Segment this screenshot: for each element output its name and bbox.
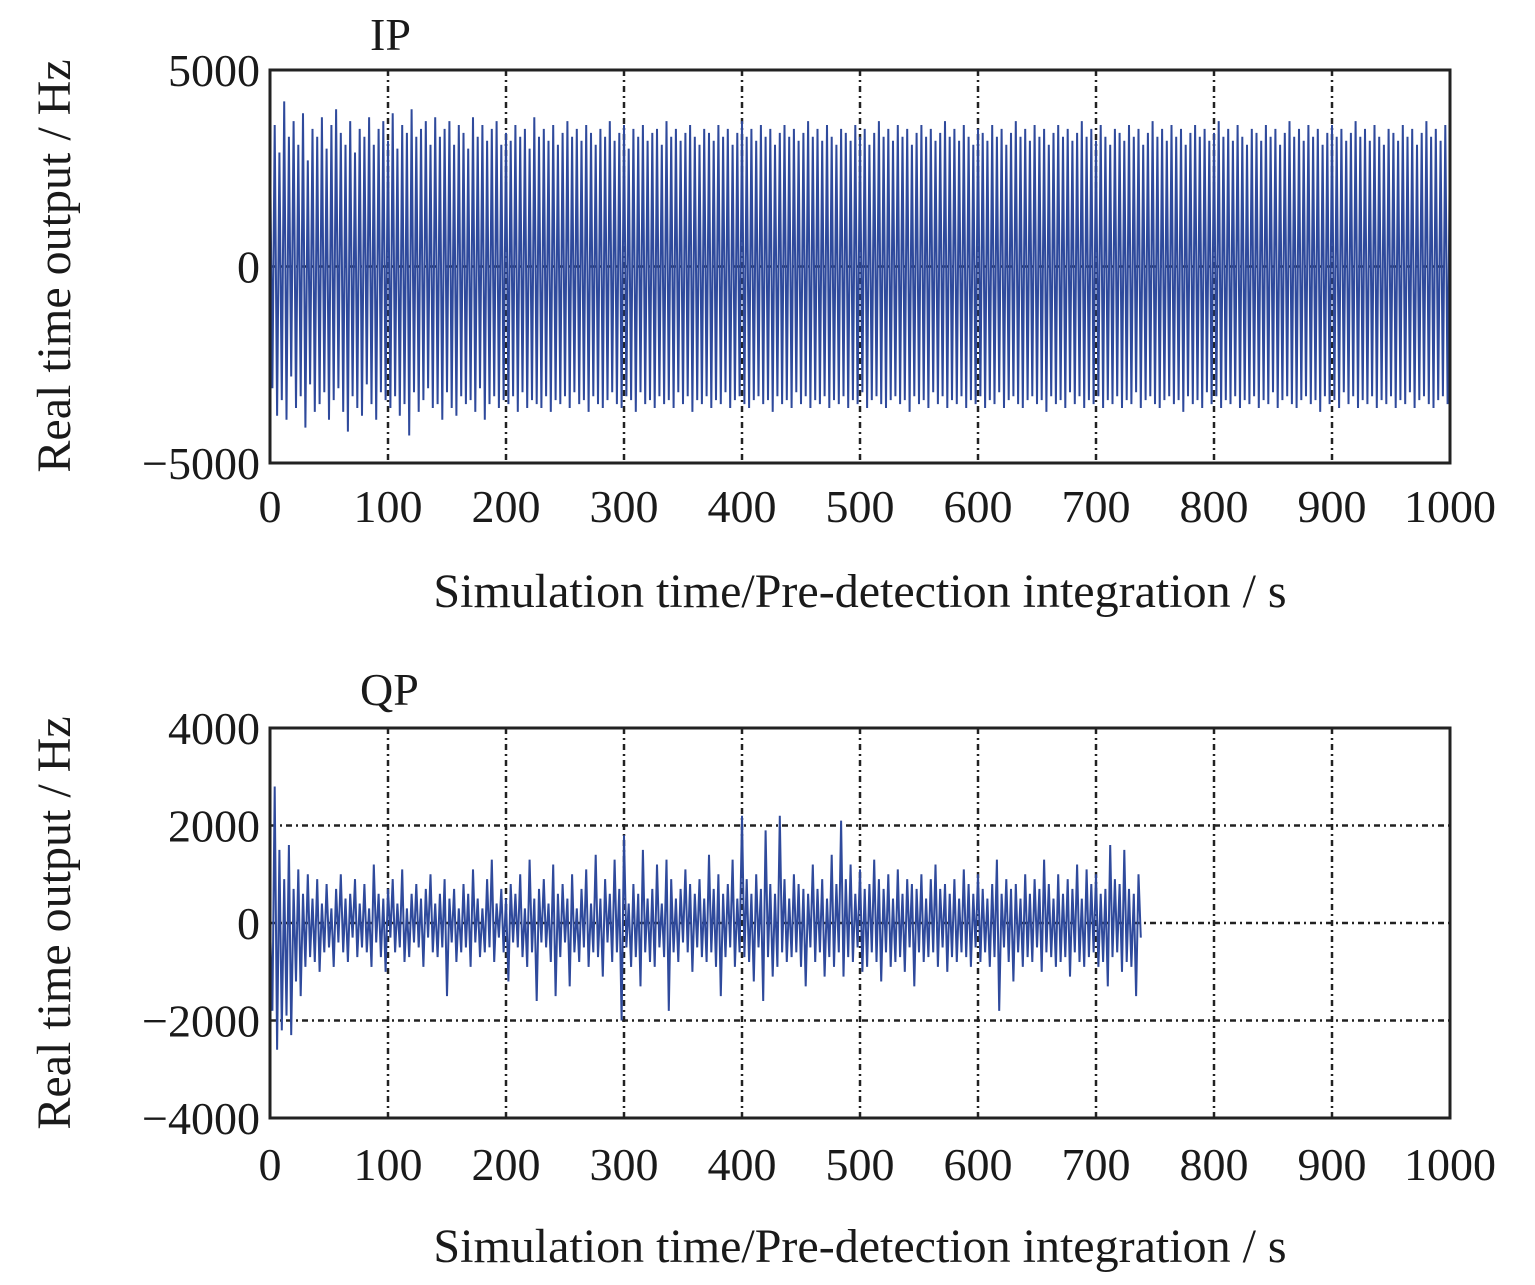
ip-series-line	[269, 101, 1451, 436]
qp-x-axis-label: Simulation time/Pre-detection integratio…	[433, 1220, 1286, 1273]
qp-grid	[270, 728, 1450, 1118]
ip-plot-frame	[268, 68, 1452, 465]
x-tick-label-900: 900	[1298, 1139, 1367, 1190]
y-tick-label--2000: −2000	[142, 996, 260, 1047]
x-tick-label-800: 800	[1180, 481, 1249, 532]
x-tick-label-600: 600	[944, 1139, 1013, 1190]
x-tick-label-0: 0	[259, 481, 282, 532]
x-tick-label-600: 600	[944, 481, 1013, 532]
x-tick-label-1000: 1000	[1404, 481, 1496, 532]
qp-panel: QP 4000 2000 0 −2000 −4000 0 100 200 300 400 500 6…	[28, 664, 1496, 1273]
x-tick-label-400: 400	[708, 481, 777, 532]
ip-x-axis-label: Simulation time/Pre-detection integratio…	[433, 565, 1286, 618]
x-tick-label-200: 200	[472, 1139, 541, 1190]
x-tick-label-500: 500	[826, 481, 895, 532]
y-tick-label-0: 0	[237, 898, 260, 949]
qp-x-ticks: 0 100 200 300 400 500 600 700 800 900 1000	[259, 1139, 1497, 1190]
x-tick-label-500: 500	[826, 1139, 895, 1190]
x-tick-label-700: 700	[1062, 1139, 1131, 1190]
y-tick-label-0: 0	[237, 242, 260, 293]
ip-x-ticks: 0 100 200 300 400 500 600 700 800 900 1000	[259, 481, 1497, 532]
y-tick-label-4000: 4000	[168, 703, 260, 754]
x-tick-label-300: 300	[590, 1139, 659, 1190]
y-tick-label--5000: −5000	[142, 438, 260, 489]
x-tick-label-800: 800	[1180, 1139, 1249, 1190]
ip-y-axis-label: Real time output / Hz	[28, 59, 81, 472]
x-tick-label-200: 200	[472, 481, 541, 532]
ip-grid	[270, 70, 1450, 463]
x-tick-label-100: 100	[354, 481, 423, 532]
x-tick-label-700: 700	[1062, 481, 1131, 532]
y-tick-label-2000: 2000	[168, 801, 260, 852]
x-tick-label-1000: 1000	[1404, 1139, 1496, 1190]
x-tick-label-100: 100	[354, 1139, 423, 1190]
x-tick-label-300: 300	[590, 481, 659, 532]
x-tick-label-0: 0	[259, 1139, 282, 1190]
x-tick-label-900: 900	[1298, 481, 1367, 532]
qp-plot-frame	[268, 726, 1452, 1120]
qp-y-axis-label: Real time output / Hz	[28, 716, 81, 1129]
ip-panel-title: IP	[370, 9, 411, 60]
qp-y-ticks: 4000 2000 0 −2000 −4000	[142, 703, 260, 1144]
y-tick-label--4000: −4000	[142, 1093, 260, 1144]
x-tick-label-400: 400	[708, 1139, 777, 1190]
qp-series-line	[269, 786, 1142, 1050]
y-tick-label-5000: 5000	[168, 45, 260, 96]
qp-panel-title: QP	[360, 664, 419, 715]
ip-y-ticks: 5000 0 −5000	[142, 45, 260, 489]
